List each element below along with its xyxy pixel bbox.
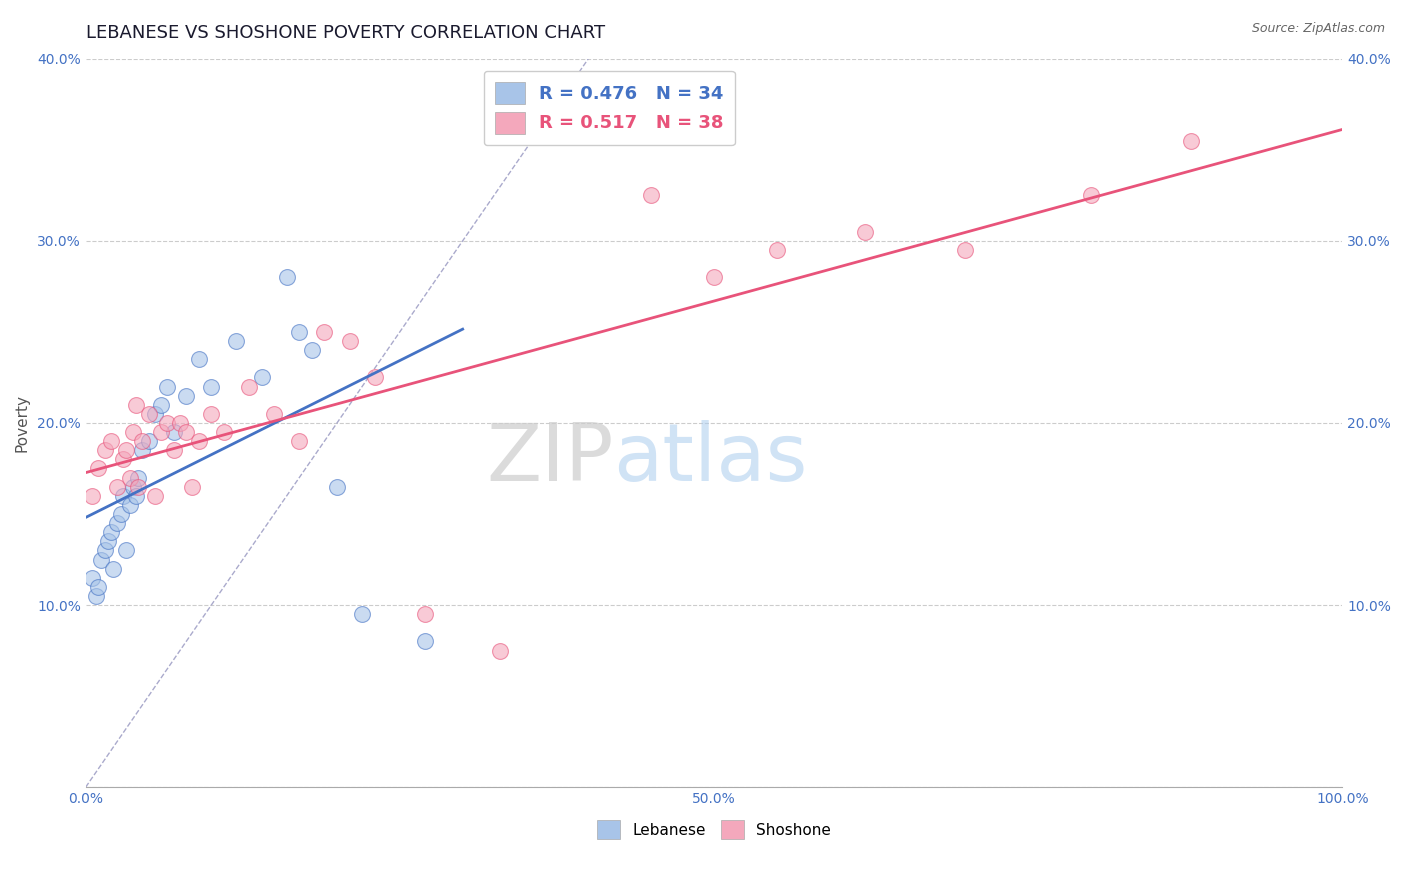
Point	[489, 643, 512, 657]
Point	[413, 607, 436, 622]
Point	[103, 561, 125, 575]
Text: atlas: atlas	[613, 420, 808, 499]
Point	[263, 407, 285, 421]
Point	[80, 571, 103, 585]
Y-axis label: Poverty: Poverty	[15, 394, 30, 452]
Point	[122, 480, 145, 494]
Point	[115, 443, 138, 458]
Point	[138, 434, 160, 449]
Point	[276, 270, 298, 285]
Point	[225, 334, 247, 348]
Point	[131, 443, 153, 458]
Point	[125, 398, 148, 412]
Point	[1080, 188, 1102, 202]
Point	[288, 434, 311, 449]
Point	[110, 507, 132, 521]
Point	[150, 425, 173, 439]
Point	[122, 425, 145, 439]
Point	[84, 589, 107, 603]
Point	[156, 379, 179, 393]
Point	[93, 543, 115, 558]
Point	[93, 443, 115, 458]
Point	[125, 489, 148, 503]
Point	[100, 525, 122, 540]
Point	[238, 379, 260, 393]
Point	[156, 416, 179, 430]
Point	[326, 480, 349, 494]
Point	[174, 425, 197, 439]
Point	[87, 580, 110, 594]
Point	[413, 634, 436, 648]
Point	[1180, 134, 1202, 148]
Point	[301, 343, 323, 357]
Point	[105, 480, 128, 494]
Point	[352, 607, 374, 622]
Point	[100, 434, 122, 449]
Point	[288, 325, 311, 339]
Point	[200, 379, 222, 393]
Point	[118, 470, 141, 484]
Point	[200, 407, 222, 421]
Point	[90, 552, 112, 566]
Point	[853, 225, 876, 239]
Point	[765, 243, 787, 257]
Legend: Lebanese, Shoshone: Lebanese, Shoshone	[591, 814, 837, 845]
Point	[115, 543, 138, 558]
Point	[143, 489, 166, 503]
Point	[138, 407, 160, 421]
Point	[187, 352, 209, 367]
Point	[163, 443, 186, 458]
Point	[174, 389, 197, 403]
Point	[169, 416, 191, 430]
Point	[143, 407, 166, 421]
Point	[212, 425, 235, 439]
Text: Source: ZipAtlas.com: Source: ZipAtlas.com	[1251, 22, 1385, 36]
Point	[112, 452, 135, 467]
Text: LEBANESE VS SHOSHONE POVERTY CORRELATION CHART: LEBANESE VS SHOSHONE POVERTY CORRELATION…	[86, 24, 605, 42]
Point	[314, 325, 336, 339]
Point	[150, 398, 173, 412]
Point	[80, 489, 103, 503]
Point	[955, 243, 977, 257]
Text: ZIP: ZIP	[486, 420, 613, 499]
Point	[97, 534, 120, 549]
Point	[640, 188, 662, 202]
Point	[363, 370, 385, 384]
Point	[163, 425, 186, 439]
Point	[127, 480, 149, 494]
Point	[250, 370, 273, 384]
Point	[118, 498, 141, 512]
Point	[614, 125, 637, 139]
Point	[87, 461, 110, 475]
Point	[112, 489, 135, 503]
Point	[339, 334, 361, 348]
Point	[187, 434, 209, 449]
Point	[703, 270, 725, 285]
Point	[181, 480, 204, 494]
Point	[127, 470, 149, 484]
Point	[105, 516, 128, 530]
Point	[131, 434, 153, 449]
